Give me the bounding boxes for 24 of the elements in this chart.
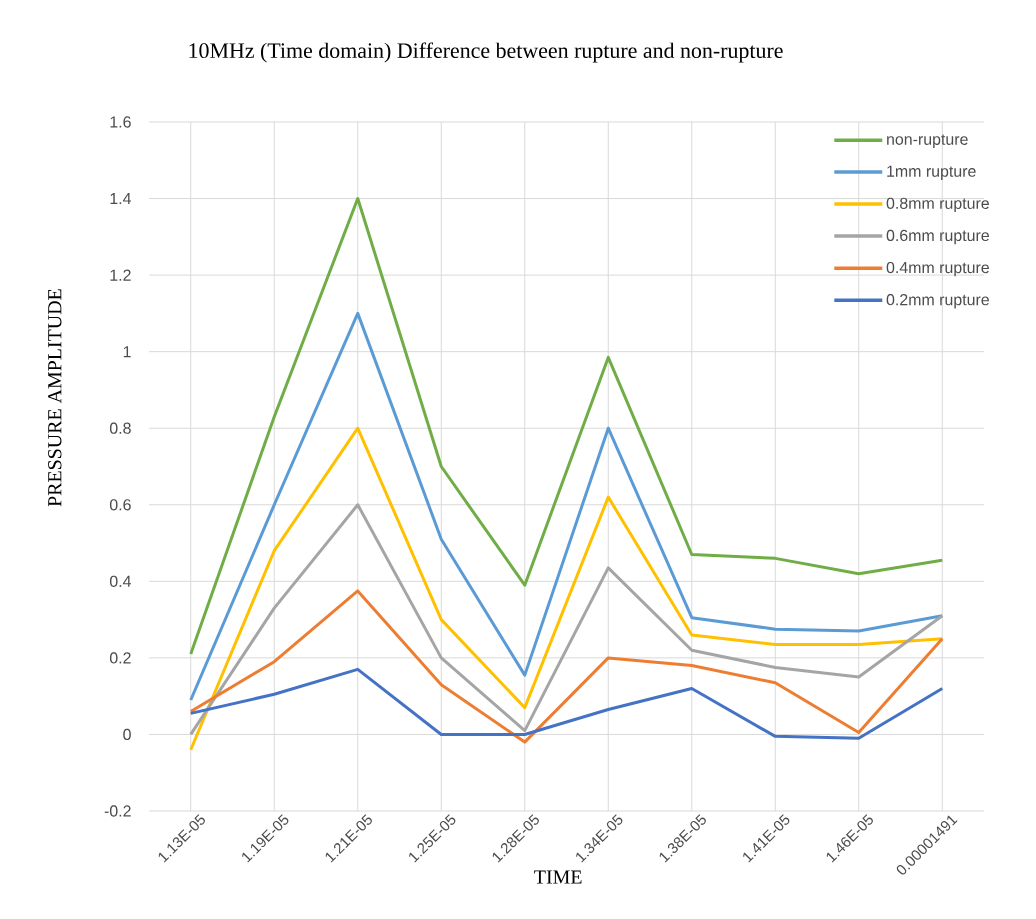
legend-label: 0.4mm rupture [886,261,989,277]
line-series [189,426,944,752]
y-tick-label: 0.4 [109,575,132,587]
legend-label: 1mm rupture [887,165,976,181]
line-series [189,311,944,702]
y-tick-label: 1.6 [110,116,131,128]
y-tick-label: 1.4 [110,193,132,205]
legend-label: 0.8mm rupture [886,197,989,213]
y-tick-label: 0 [123,728,131,741]
line-series [189,589,944,744]
y-tick-label: 0.2 [109,652,131,664]
line-series [189,503,944,736]
legend-label: 0.6mm rupture [886,229,989,245]
y-tick-label: 0.6 [109,499,131,511]
line-series [189,667,944,740]
legend-label: 0.2mm rupture [886,294,989,309]
y-axis-title: PRESSURE AMPLITUDE [48,289,62,507]
legend-label: non-rupture [887,134,968,149]
y-tick-label: 0.8 [109,422,131,434]
y-tick-label: 1 [123,346,131,358]
x-axis-title: TIME [534,870,582,884]
y-tick-label: 1.2 [110,269,131,281]
y-tick-label: -0.2 [104,805,131,817]
chart-title: 10MHz (Time domain) Difference between rupture and non-rupture [189,42,783,63]
